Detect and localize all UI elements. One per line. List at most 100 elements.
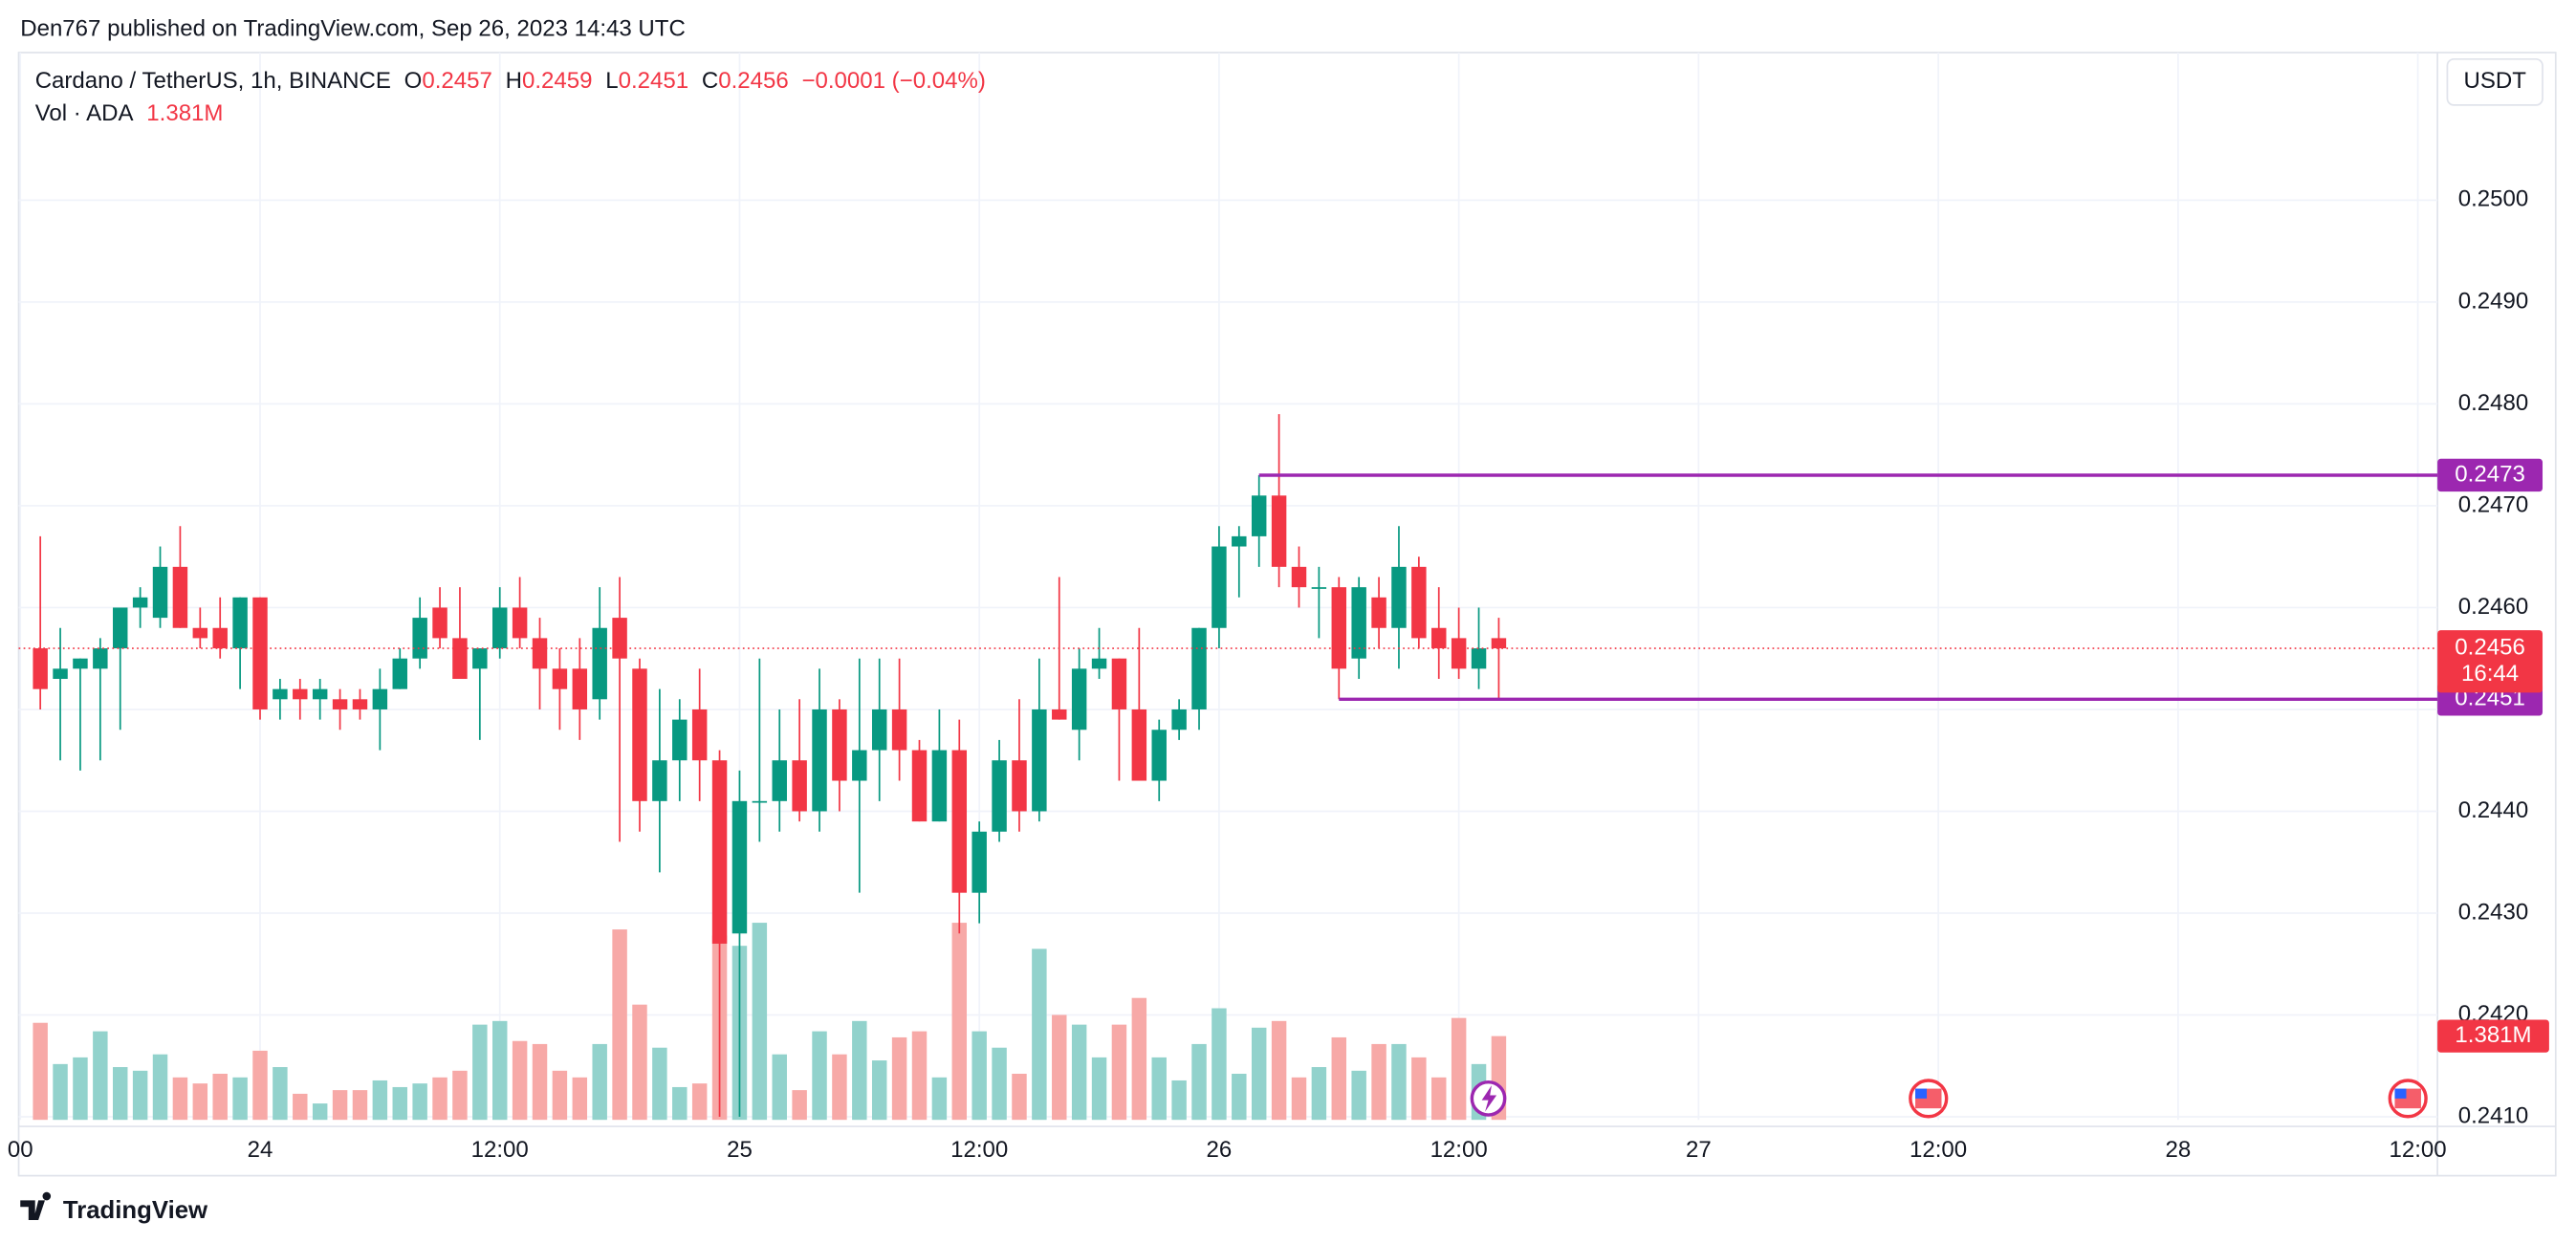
volume-bar xyxy=(1052,1014,1067,1121)
candle-body xyxy=(552,668,568,689)
candle-body xyxy=(452,638,468,680)
volume-bar xyxy=(192,1083,208,1121)
candle-body xyxy=(772,760,787,801)
candle-body xyxy=(392,658,407,689)
candle-body xyxy=(812,709,827,812)
volume-bar xyxy=(871,1060,887,1121)
brand-name: TradingView xyxy=(63,1197,208,1224)
volume-bar xyxy=(852,1020,867,1121)
volume-bar xyxy=(1012,1074,1027,1121)
volume-bar xyxy=(232,1077,248,1121)
candle-body xyxy=(1451,638,1467,669)
volume-bar xyxy=(132,1070,148,1121)
candle-body xyxy=(412,618,427,659)
candles xyxy=(33,414,1507,1118)
candle-body xyxy=(1331,587,1347,669)
volume-bar xyxy=(1431,1077,1447,1121)
volume-legend: Vol · ADA 1.381M xyxy=(35,101,224,127)
volume-bar xyxy=(1311,1067,1327,1121)
volume-bar xyxy=(812,1031,827,1121)
y-tick-label: 0.2430 xyxy=(2458,899,2529,925)
candle-body xyxy=(1071,668,1087,731)
candle-body xyxy=(212,627,228,649)
y-tick-label: 0.2480 xyxy=(2458,390,2529,416)
x-tick-label: 24 xyxy=(248,1137,273,1163)
volume-bar xyxy=(1451,1017,1467,1121)
legend-letter: L xyxy=(605,68,618,94)
volume-bar xyxy=(612,929,627,1121)
symbol: Cardano / TetherUS, 1h, BINANCE xyxy=(35,68,391,94)
volume-bar xyxy=(412,1083,427,1121)
candle-body xyxy=(1111,658,1127,709)
volume-bar xyxy=(1212,1008,1227,1121)
candle-body xyxy=(1171,709,1187,731)
y-tick-label: 0.2410 xyxy=(2458,1102,2529,1128)
legend-value: 0.2457 xyxy=(422,68,492,94)
candle-body xyxy=(1012,760,1027,812)
candle-body xyxy=(1212,546,1227,628)
volume-bar xyxy=(512,1040,528,1121)
candle-body xyxy=(152,566,168,619)
legend-value: 0.2451 xyxy=(619,68,689,94)
volume-bar xyxy=(1131,997,1147,1121)
candle-body xyxy=(372,688,388,709)
candle-body xyxy=(1351,587,1366,659)
volume-bar xyxy=(1291,1077,1307,1121)
volume-bar xyxy=(992,1047,1007,1121)
volume-bar xyxy=(33,1022,48,1121)
volume-bar xyxy=(312,1103,328,1121)
y-tick-label: 0.2460 xyxy=(2458,594,2529,620)
volume-bar xyxy=(752,923,768,1121)
chart-frame xyxy=(17,52,2557,1177)
volume-bar xyxy=(252,1050,268,1121)
candle-body xyxy=(252,597,268,709)
x-tick-label: 12:00 xyxy=(950,1137,1008,1163)
volume-bar xyxy=(592,1043,607,1121)
candle-body xyxy=(672,719,688,761)
candle-body xyxy=(512,607,528,639)
volume-bar xyxy=(491,1020,508,1121)
volume-tag-label: 1.381M xyxy=(2455,1022,2531,1048)
legend-letter: C xyxy=(702,68,718,94)
candle-body xyxy=(1491,638,1507,649)
currency-button[interactable] xyxy=(2446,57,2543,106)
candle-body xyxy=(871,709,887,751)
candle-body xyxy=(731,800,748,934)
flag-canton xyxy=(2394,1088,2407,1099)
candle-body xyxy=(1431,627,1447,649)
y-tick-label: 0.2440 xyxy=(2458,797,2529,823)
currency-label[interactable]: USDT xyxy=(2464,68,2527,94)
legend-letter: O xyxy=(404,68,423,94)
volume-bar xyxy=(1151,1057,1167,1121)
legend: Cardano / TetherUS, 1h, BINANCE O0.2457 H0… xyxy=(35,68,986,94)
volume-bar xyxy=(93,1031,108,1121)
volume-bar xyxy=(1111,1024,1127,1121)
volume-bar xyxy=(1232,1074,1247,1121)
candle-body xyxy=(951,750,968,893)
candle-body xyxy=(852,750,867,781)
volume-bar xyxy=(332,1090,348,1121)
candle-body xyxy=(572,668,588,709)
candle-body xyxy=(312,688,328,700)
candle-body xyxy=(1232,535,1247,547)
candle-body xyxy=(711,760,728,944)
volume-bar xyxy=(372,1079,388,1121)
volume-bar xyxy=(532,1043,548,1121)
candle-body xyxy=(232,597,248,649)
candle-body xyxy=(592,627,607,700)
candle-body xyxy=(652,760,667,801)
candle-body xyxy=(1391,566,1407,628)
volume-bar xyxy=(632,1004,647,1121)
candle-body xyxy=(192,627,208,639)
candle-body xyxy=(132,597,148,608)
candle-body xyxy=(273,688,288,700)
y-tick-label: 0.2490 xyxy=(2458,288,2529,314)
volume-bar xyxy=(273,1067,288,1121)
candle-body xyxy=(1371,597,1386,628)
volume-bar xyxy=(792,1090,807,1121)
candle-body xyxy=(752,800,768,803)
candle-body xyxy=(352,699,368,709)
